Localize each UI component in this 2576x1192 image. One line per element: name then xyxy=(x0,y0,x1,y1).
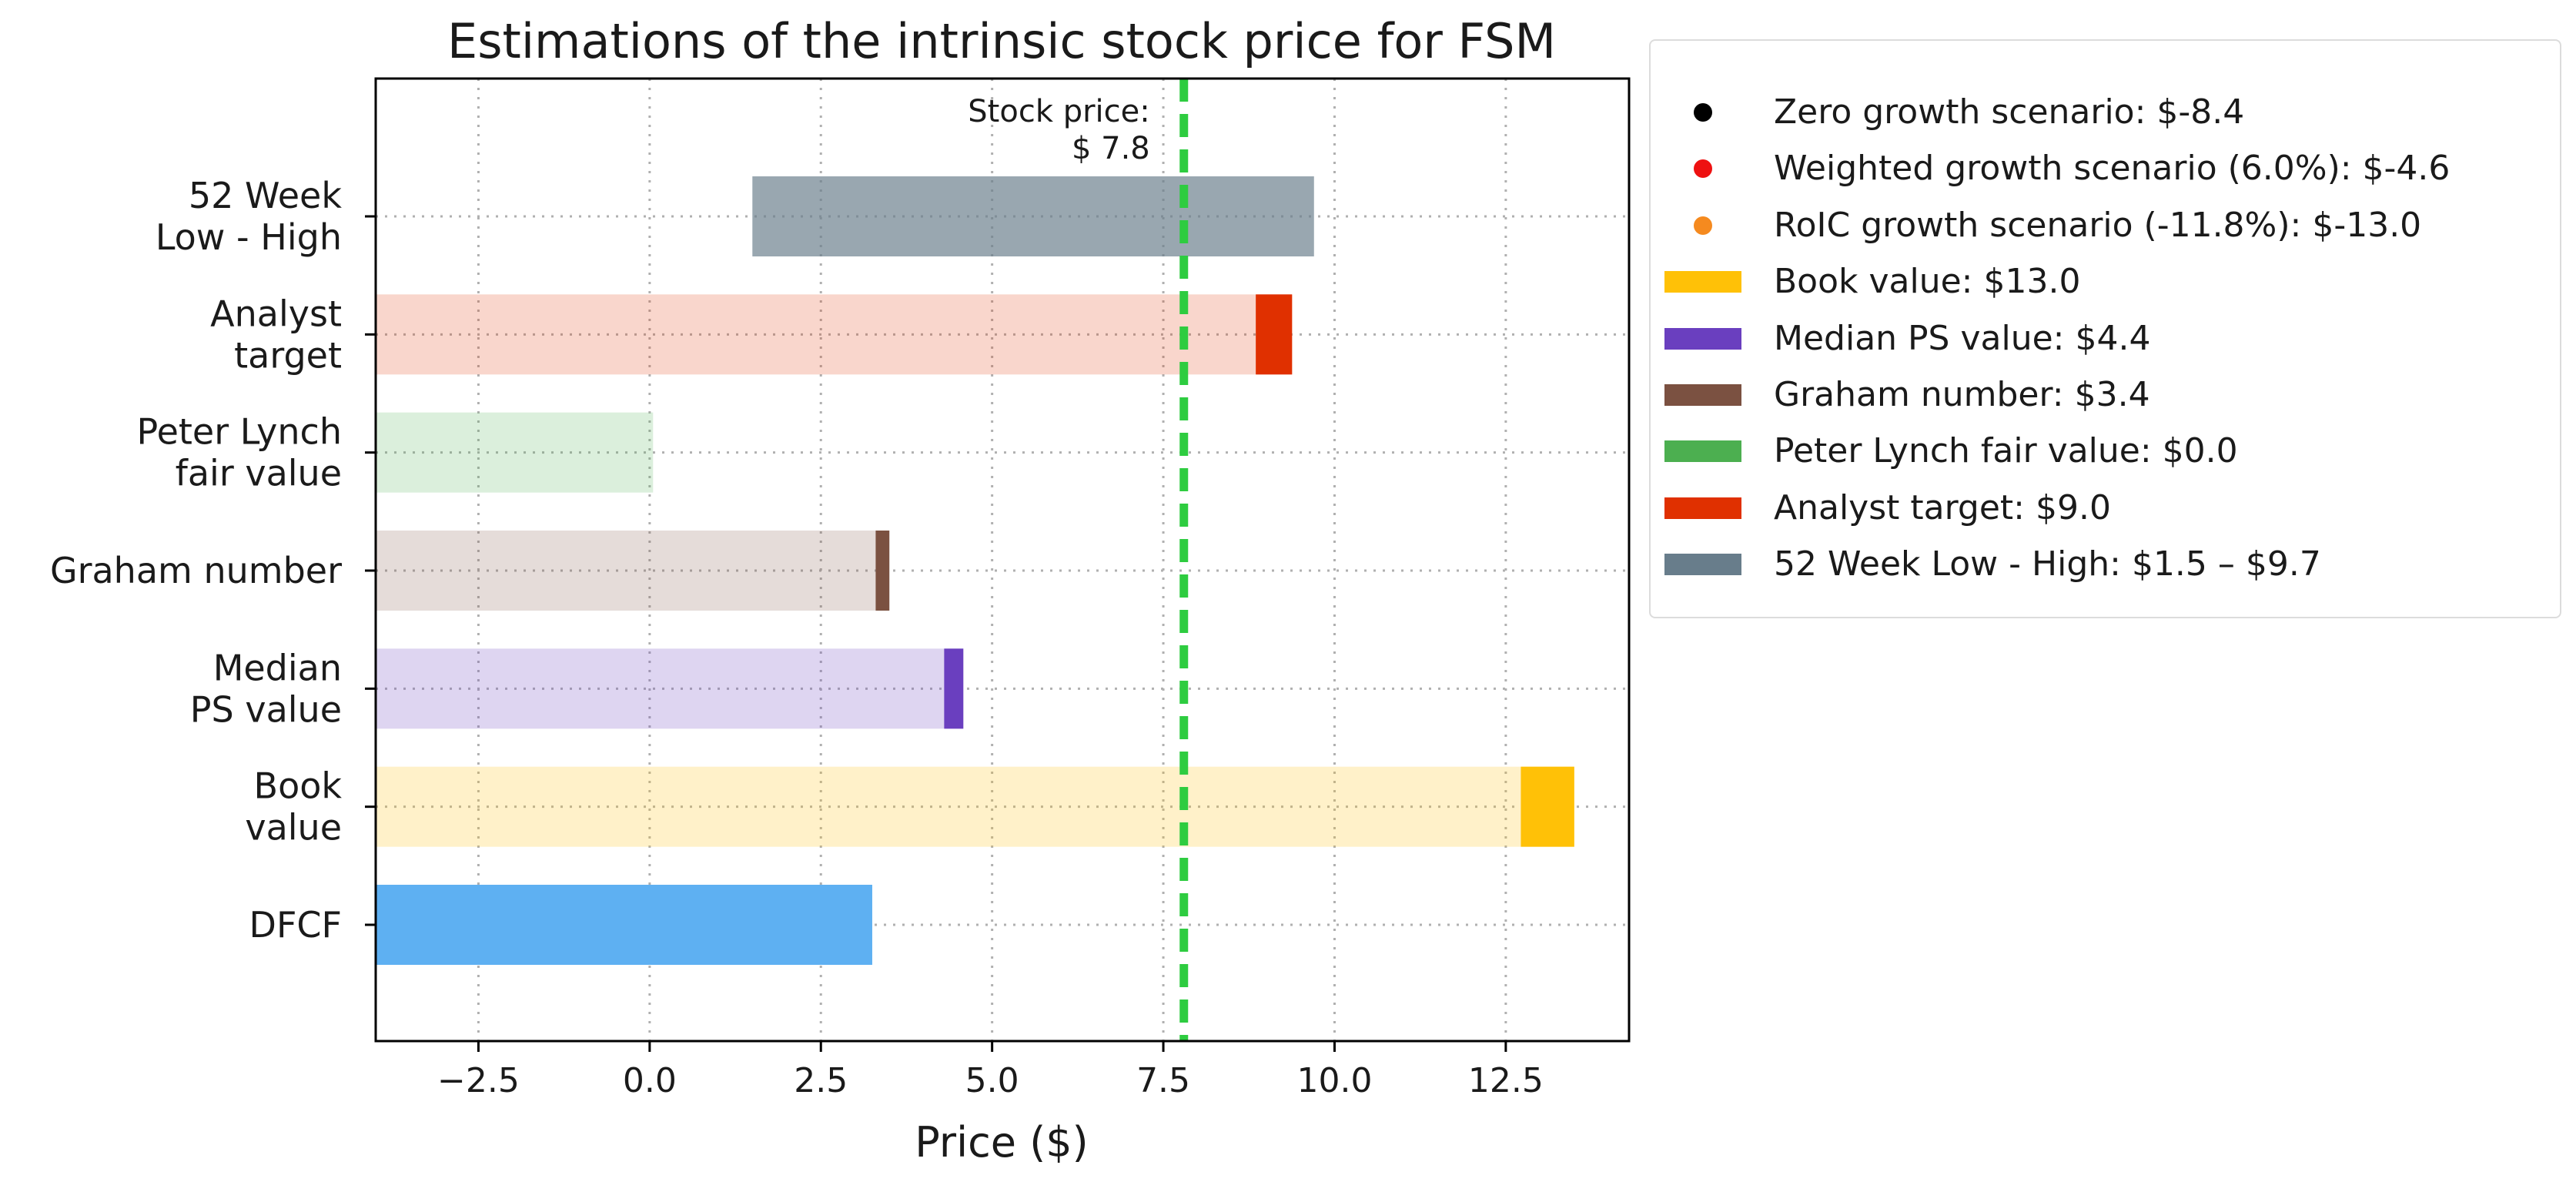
legend-label: Peter Lynch fair value: $0.0 xyxy=(1774,431,2238,471)
legend-label: Median PS value: $4.4 xyxy=(1774,318,2151,358)
grid xyxy=(376,79,1629,1041)
bar-book-value xyxy=(1521,766,1574,847)
legend-dot-marker xyxy=(1664,204,1741,247)
y-tick-label: Median xyxy=(213,647,342,688)
legend-label: Graham number: $3.4 xyxy=(1774,375,2150,414)
legend-label: Book value: $13.0 xyxy=(1774,262,2081,302)
legend-dot-marker xyxy=(1664,147,1741,190)
y-tick-label: PS value xyxy=(190,688,342,730)
legend-dot xyxy=(1694,216,1712,235)
legend-label: 52 Week Low - High: $1.5 – $9.7 xyxy=(1774,544,2321,584)
x-tick-label: 5.0 xyxy=(965,1061,1019,1100)
x-tick-label: −2.5 xyxy=(437,1061,520,1100)
y-tick-label: DFCF xyxy=(249,904,342,946)
legend-label: Weighted growth scenario (6.0%): $-4.6 xyxy=(1774,149,2451,189)
y-tick-label: Peter Lynch xyxy=(137,411,343,453)
y-tick-label: Book xyxy=(254,765,343,807)
legend-patch-marker xyxy=(1664,487,1741,530)
bar-analyst-target xyxy=(376,294,1293,375)
legend-patch xyxy=(1664,327,1741,350)
legend-label: RoIC growth scenario (-11.8%): $-13.0 xyxy=(1774,205,2422,245)
legend-label: Zero growth scenario: $-8.4 xyxy=(1774,92,2245,132)
bar-median-ps-value xyxy=(376,648,964,729)
x-tick-label: 7.5 xyxy=(1136,1061,1190,1100)
bar-52-week-low-high xyxy=(752,176,1314,256)
y-tick-label: Analyst xyxy=(210,293,342,334)
y-tick-label: Graham number xyxy=(50,550,342,591)
bars xyxy=(376,176,1574,965)
y-tick-label: target xyxy=(234,334,342,376)
stock-price-marker: Stock price:$ 7.8 xyxy=(968,79,1189,1041)
bar-graham-number xyxy=(376,531,890,611)
legend-patch xyxy=(1664,384,1741,406)
legend-patch-marker xyxy=(1664,317,1741,360)
x-tick-label: 12.5 xyxy=(1468,1061,1544,1100)
legend-patch-marker xyxy=(1664,430,1741,473)
legend-patch xyxy=(1664,554,1741,576)
bar-graham-number xyxy=(875,531,890,611)
bar-peter-lynch-fair-value xyxy=(376,412,654,493)
legend-patch-marker xyxy=(1664,543,1741,586)
legend-dot xyxy=(1694,103,1712,122)
y-tick-label: value xyxy=(245,807,342,849)
legend-patch-marker xyxy=(1664,373,1741,417)
legend-label: Analyst target: $9.0 xyxy=(1774,487,2111,527)
x-tick-label: 2.5 xyxy=(794,1061,848,1100)
stock-price-label: Stock price: xyxy=(968,94,1149,129)
chart-title: Estimations of the intrinsic stock price… xyxy=(447,13,1556,69)
legend-patch-marker xyxy=(1664,260,1741,303)
legend-patch xyxy=(1664,497,1741,519)
legend-dot-marker xyxy=(1664,91,1741,134)
y-tick-label: 52 Week xyxy=(189,175,343,216)
stock-price-label: $ 7.8 xyxy=(1072,131,1150,166)
y-tick-label: fair value xyxy=(176,453,342,494)
y-tick-label: Low - High xyxy=(156,216,342,258)
legend-patch xyxy=(1664,440,1741,463)
x-axis-label: Price ($) xyxy=(915,1118,1088,1167)
x-tick-label: 0.0 xyxy=(623,1061,677,1100)
legend-dot xyxy=(1694,159,1712,179)
bar-median-ps-value xyxy=(944,648,964,729)
x-tick-label: 10.0 xyxy=(1296,1061,1372,1100)
bar-dfcf xyxy=(376,885,872,965)
bar-book-value xyxy=(376,766,1574,847)
legend: Zero growth scenario: $-8.4 Weighted grow… xyxy=(1649,39,2561,618)
bar-analyst-target xyxy=(1256,294,1293,375)
legend-patch xyxy=(1664,271,1741,293)
plot-frame xyxy=(374,77,1631,1043)
